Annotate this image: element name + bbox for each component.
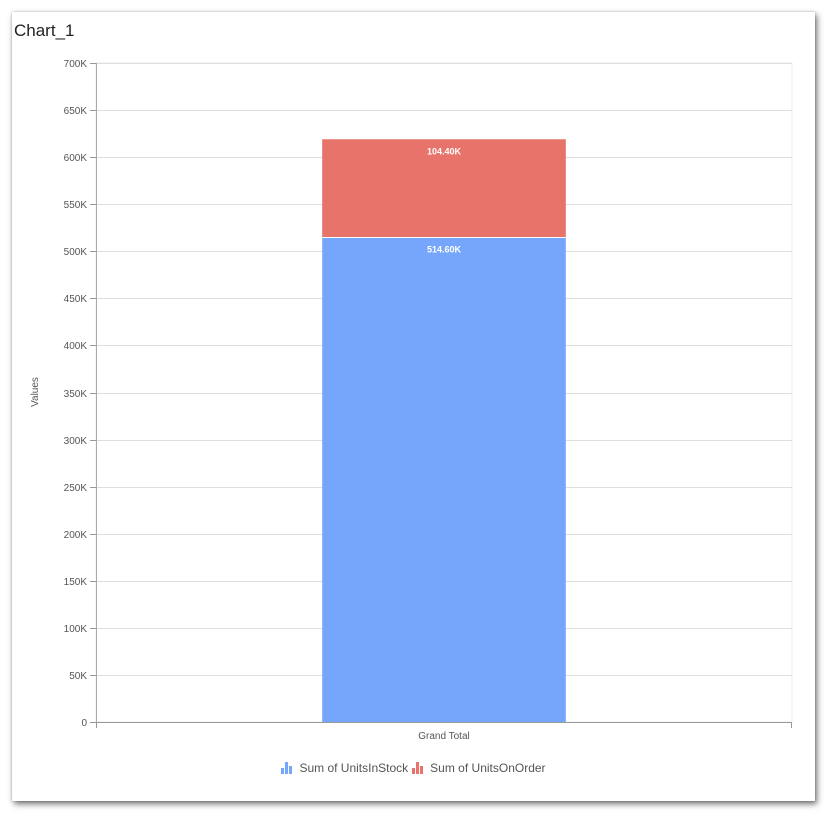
bar-segment[interactable]	[322, 237, 566, 722]
y-axis-title: Values	[30, 377, 41, 407]
legend-label: Sum of UnitsInStock	[299, 761, 409, 775]
x-tick-label: Grand Total	[418, 731, 470, 742]
legend-item[interactable]: Sum of UnitsOnOrder	[412, 761, 546, 775]
y-tick-label: 600K	[64, 153, 88, 164]
y-tick-label: 0	[81, 718, 87, 729]
y-tick-label: 700K	[64, 59, 88, 70]
bar-chart-icon	[412, 762, 424, 774]
bar-chart-icon	[281, 762, 293, 774]
y-tick-label: 50K	[69, 671, 87, 682]
chart-legend: Sum of UnitsInStock Sum of UnitsOnOrder	[12, 761, 815, 777]
y-tick-label: 250K	[64, 483, 88, 494]
chart-plot: 514.60K 104.40K 0 50K 100K 150K 200K 250K 300K 3…	[30, 59, 793, 742]
data-label: 514.60K	[427, 245, 462, 255]
y-tick-label: 300K	[64, 436, 88, 447]
y-tick-label: 150K	[64, 577, 88, 588]
y-tick-label: 100K	[64, 624, 88, 635]
y-tick-label: 350K	[64, 389, 88, 400]
data-label: 104.40K	[427, 146, 462, 156]
y-tick-label: 450K	[64, 294, 88, 305]
chart-widget: Chart_1 514.60K 104.40K 0 50K 100K 150K 200K 2…	[12, 12, 815, 801]
bar-segment[interactable]	[322, 139, 566, 238]
y-tick-label: 550K	[64, 200, 88, 211]
y-tick-label: 650K	[64, 106, 88, 117]
y-tick-label: 400K	[64, 341, 88, 352]
y-tick-label: 500K	[64, 247, 88, 258]
chart-title: Chart_1	[14, 21, 75, 40]
legend-label: Sum of UnitsOnOrder	[430, 761, 546, 775]
y-tick-label: 200K	[64, 530, 88, 541]
legend-item[interactable]: Sum of UnitsInStock	[281, 761, 408, 775]
